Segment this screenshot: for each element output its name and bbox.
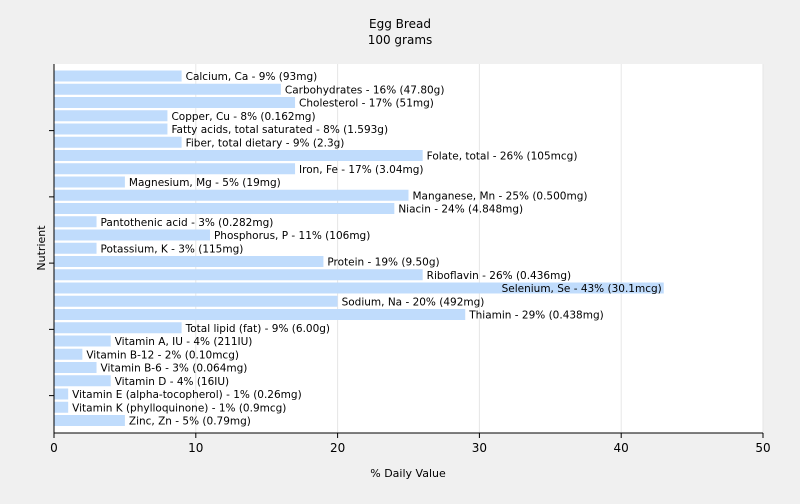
bar-10 (54, 189, 409, 201)
bar-labels: Calcium, Ca - 9% (93mg)Carbohydrates - 1… (72, 71, 662, 428)
bar-label-26: Vitamin K (phylloquinone) - 1% (0.9mcg) (72, 402, 286, 414)
bar-label-2: Carbohydrates - 16% (47.80g) (285, 84, 445, 96)
bar-24 (54, 375, 111, 387)
bar-label-24: Vitamin D - 4% (16IU) (115, 376, 229, 388)
bar-3 (54, 97, 296, 108)
x-tick-labels: 0 10 20 30 40 50 (50, 433, 771, 455)
bar-15 (54, 256, 324, 267)
bar-label-8: Iron, Fe - 17% (3.04mg) (299, 164, 423, 176)
bar-label-17: Selenium, Se - 43% (30.1mcg) (502, 283, 662, 295)
bar-26 (54, 401, 69, 413)
bar-label-6: Fiber, total dietary - 9% (2.3g) (186, 137, 345, 149)
x-axis-label: % Daily Value (370, 467, 446, 480)
bar-11 (54, 203, 395, 214)
grid-lines (195, 64, 764, 433)
bar-label-19: Thiamin - 29% (0.438mg) (468, 310, 604, 322)
bar-17 (54, 282, 664, 294)
bar-23 (54, 362, 97, 373)
bar-7 (54, 150, 423, 161)
bar-label-13: Phosphorus, P - 11% (106mg) (214, 230, 370, 242)
bar-14 (54, 242, 97, 254)
bar-label-5: Fatty acids, total saturated - 8% (1.593… (171, 124, 388, 136)
bar-18 (54, 295, 338, 307)
bar-label-7: Folate, total - 26% (105mcg) (427, 151, 578, 163)
bar-25 (54, 388, 69, 400)
bar-label-21: Vitamin A, IU - 4% (211IU) (115, 336, 253, 348)
x-tick-label-40: 40 (614, 441, 629, 455)
axes (49, 64, 763, 434)
bar-label-3: Cholesterol - 17% (51mg) (299, 98, 434, 110)
bar-13 (54, 229, 210, 241)
bar-12 (54, 216, 97, 228)
plot-area (54, 64, 763, 433)
x-tick-label-30: 30 (472, 441, 487, 455)
chart-title: Egg Bread (369, 17, 431, 31)
x-tick-label-0: 0 (50, 441, 58, 455)
bar-5 (54, 123, 168, 135)
bar-2 (54, 83, 281, 95)
y-axis-label: Nutrient (35, 225, 48, 271)
bar-label-15: Protein - 19% (9.50g) (327, 257, 439, 269)
bar-series (54, 70, 664, 426)
bar-label-12: Pantothenic acid - 3% (0.282mg) (101, 217, 274, 229)
x-tick-label-50: 50 (755, 441, 770, 455)
bar-label-10: Manganese, Mn - 25% (0.500mg) (413, 190, 588, 202)
bar-label-18: Sodium, Na - 20% (492mg) (342, 296, 485, 308)
bar-label-27: Zinc, Zn - 5% (0.79mg) (129, 416, 251, 428)
bar-label-14: Potassium, K - 3% (115mg) (101, 243, 244, 255)
chart-subtitle: 100 grams (368, 33, 433, 47)
bar-label-23: Vitamin B-6 - 3% (0.064mg) (101, 363, 248, 375)
bar-19 (54, 309, 466, 320)
bar-16 (54, 269, 423, 281)
bar-8 (54, 163, 296, 175)
bar-label-22: Vitamin B-12 - 2% (0.10mcg) (86, 349, 239, 361)
bar-label-25: Vitamin E (alpha-tocopherol) - 1% (0.26m… (72, 389, 302, 401)
bar-9 (54, 176, 125, 188)
bar-20 (54, 322, 182, 334)
bar-label-4: Copper, Cu - 8% (0.162mg) (171, 111, 315, 123)
bar-label-1: Calcium, Ca - 9% (93mg) (186, 71, 318, 83)
bar-6 (54, 136, 182, 148)
bar-22 (54, 348, 83, 360)
bar-21 (54, 335, 111, 347)
bar-label-11: Niacin - 24% (4.848mg) (398, 204, 523, 216)
x-tick-label-20: 20 (330, 441, 345, 455)
bar-label-20: Total lipid (fat) - 9% (6.00g) (185, 323, 330, 335)
bar-4 (54, 110, 168, 122)
bar-1 (54, 70, 182, 82)
bar-label-16: Riboflavin - 26% (0.436mg) (427, 270, 571, 282)
bar-label-9: Magnesium, Mg - 5% (19mg) (129, 177, 281, 189)
bar-27 (54, 415, 125, 426)
x-tick-label-10: 10 (188, 441, 203, 455)
